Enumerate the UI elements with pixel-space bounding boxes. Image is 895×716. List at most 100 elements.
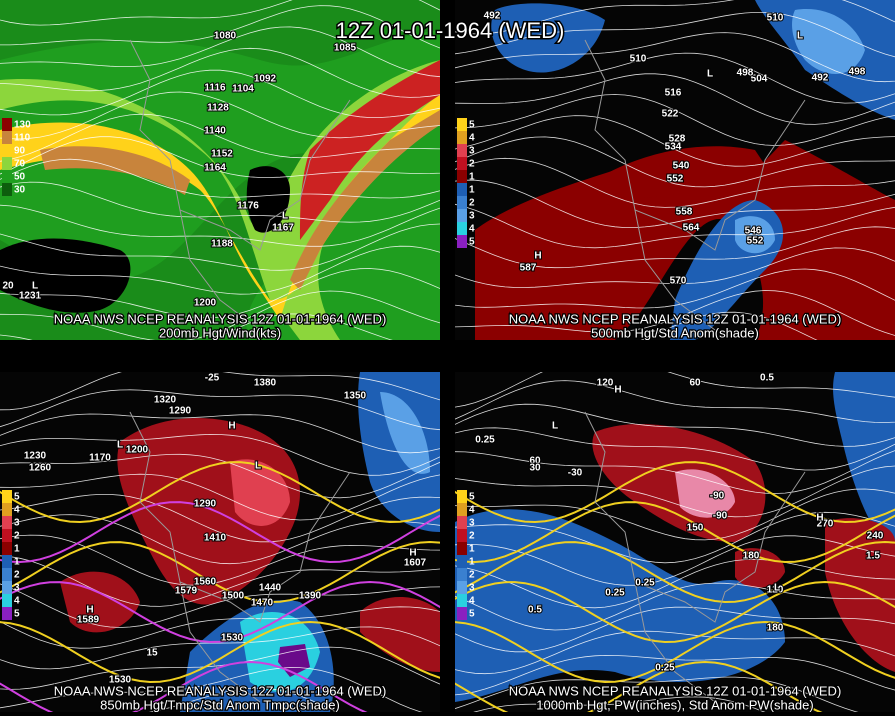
legend-swatch — [457, 581, 467, 594]
annotations: 1301109070503010801092110411161128114011… — [1, 10, 884, 714]
height-contour — [0, 313, 393, 340]
height-contour — [0, 69, 440, 118]
contour-label: 1290 — [194, 499, 217, 510]
contour-label: 0.5 — [760, 373, 774, 384]
panel-caption: 1000mb Hgt, PW(inches), Std Anom PW(shad… — [536, 697, 813, 712]
panel-contours — [455, 372, 895, 712]
legend-label: 70 — [14, 159, 26, 170]
height-contour — [0, 5, 440, 49]
contour-label: H — [228, 421, 235, 432]
legend-swatch — [457, 568, 467, 581]
legend-label: 1 — [469, 185, 475, 196]
contour-label: L — [117, 440, 123, 451]
contour-label: 1410 — [204, 533, 227, 544]
legend-swatch — [457, 503, 467, 516]
legend-label: 1 — [14, 544, 20, 555]
legend-swatch — [2, 183, 12, 196]
height-contour — [0, 204, 440, 247]
height-contour — [0, 223, 440, 271]
contour-label: H — [816, 513, 823, 524]
height-contour — [0, 534, 440, 586]
secondary-contour — [455, 580, 895, 644]
contour-label: 492 — [484, 11, 501, 22]
contour-label: 15 — [146, 648, 158, 659]
contour-label: L — [774, 583, 780, 594]
contour-label: 1320 — [154, 395, 177, 406]
legend-label: 2 — [469, 570, 475, 581]
legend-label: 4 — [469, 224, 475, 235]
legend-label: 3 — [469, 146, 475, 157]
contour-label: 1200 — [194, 298, 217, 309]
legend-swatch — [2, 490, 12, 503]
legend-label: 30 — [14, 185, 26, 196]
secondary-contour — [0, 580, 440, 644]
contour-label: 516 — [665, 88, 682, 99]
contour-label: 240 — [867, 531, 884, 542]
height-contour — [455, 372, 895, 408]
height-contour — [455, 465, 895, 518]
legend-swatch — [2, 529, 12, 542]
contour-label: 1080 — [214, 31, 237, 42]
legend-swatch — [2, 555, 12, 568]
panel-caption: 850mb Hgt/Tmpc/Std Anom Tmpc(shade) — [100, 697, 340, 712]
legend-swatch — [457, 607, 467, 620]
contour-label: 1.5 — [866, 551, 880, 562]
coastline — [584, 39, 806, 331]
contour-label: 180 — [767, 623, 784, 634]
height-contour — [0, 413, 440, 454]
legend-swatch — [2, 607, 12, 620]
legend-label: 1 — [469, 557, 475, 568]
contour-label: 0.25 — [635, 578, 655, 589]
height-contour — [0, 372, 440, 411]
height-contour — [0, 453, 440, 499]
legend-swatch — [457, 594, 467, 607]
contour-label: L — [282, 211, 288, 222]
legend-swatch — [2, 581, 12, 594]
height-contour — [455, 511, 895, 564]
legend-label: 5 — [469, 120, 475, 131]
contour-label: 522 — [662, 109, 679, 120]
contour-label: 0.5 — [528, 605, 542, 616]
panel-850mb — [0, 372, 440, 712]
contour-label: 1260 — [29, 463, 52, 474]
contour-label: 1164 — [204, 163, 226, 174]
contour-label: 1188 — [211, 239, 233, 250]
legend-label: 3 — [14, 583, 20, 594]
legend-swatch — [2, 131, 12, 144]
contour-label: 1500 — [222, 591, 245, 602]
contour-label: H — [409, 548, 416, 559]
legend-swatch — [457, 490, 467, 503]
height-contour — [0, 583, 440, 628]
height-contour — [148, 687, 337, 712]
contour-label: 1085 — [334, 43, 357, 54]
contour-label: 0.25 — [655, 663, 675, 674]
height-contour — [0, 268, 440, 319]
legend-label: 3 — [14, 518, 20, 529]
height-contour — [0, 646, 440, 690]
contour-label: L — [552, 421, 558, 432]
legend-swatch — [457, 222, 467, 235]
height-contour — [0, 181, 440, 223]
legend-swatch — [457, 209, 467, 222]
legend-swatch — [457, 542, 467, 555]
height-contour — [0, 136, 440, 178]
legend-swatch — [457, 555, 467, 568]
secondary-contour — [0, 620, 440, 684]
contour-label: 558 — [676, 207, 693, 218]
source-label: NOAA NWS NCEP REANALYSIS 12Z 01-01-1964 … — [54, 311, 387, 326]
height-contour — [455, 247, 895, 288]
secondary-contour — [0, 660, 368, 712]
contour-label: 120 — [767, 585, 784, 596]
height-contour — [455, 268, 895, 309]
height-contour — [0, 389, 440, 431]
height-contour — [0, 290, 440, 340]
contour-label: 1530 — [221, 633, 244, 644]
contour-label: 1140 — [204, 126, 226, 137]
contour-label: 30 — [529, 463, 541, 474]
height-contour — [0, 555, 440, 607]
legend-swatch — [457, 131, 467, 144]
legend-label: 2 — [469, 198, 475, 209]
legend-swatch — [2, 157, 12, 170]
